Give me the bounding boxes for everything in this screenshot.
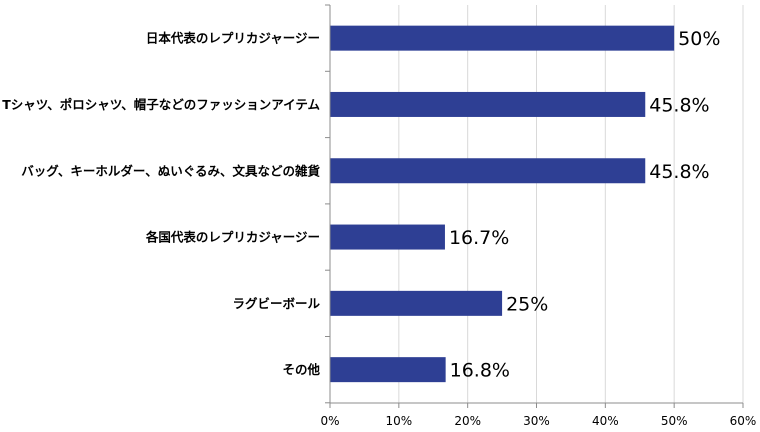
category-label: バッグ、キーホルダー、ぬいぐるみ、文具などの雑貨 [21,163,320,178]
x-tick-label: 40% [592,414,619,428]
axes [325,4,744,408]
category-label: ラグビーボール [232,296,320,311]
category-label: その他 [282,362,320,377]
bar [330,91,646,117]
data-label: 45.8% [649,161,709,183]
x-tick-label: 50% [661,414,688,428]
data-label: 16.8% [450,360,510,382]
labels: 0% 10% 20% 30% 40% 50% 60% 日本代表のレプリカジャージー 50% Tシャ… [2,28,756,428]
x-tick-label: 20% [454,414,481,428]
bars [330,25,675,383]
x-tick-label: 60% [730,414,757,428]
data-label: 45.8% [649,94,709,116]
bar [330,290,503,316]
bar [330,357,446,383]
category-label: 日本代表のレプリカジャージー [146,31,320,46]
gridlines [398,5,744,403]
bar [330,25,675,51]
data-label: 50% [678,28,720,50]
x-tick-label: 0% [320,414,339,428]
x-tick-label: 30% [523,414,550,428]
x-tick-label: 10% [385,414,412,428]
data-label: 16.7% [449,227,509,249]
data-label: 25% [506,293,548,315]
category-label: Tシャツ、ポロシャツ、帽子などのファッションアイテム [2,97,320,112]
bar [330,224,445,250]
bar [330,158,646,184]
category-label: 各国代表のレプリカジャージー [145,230,320,245]
